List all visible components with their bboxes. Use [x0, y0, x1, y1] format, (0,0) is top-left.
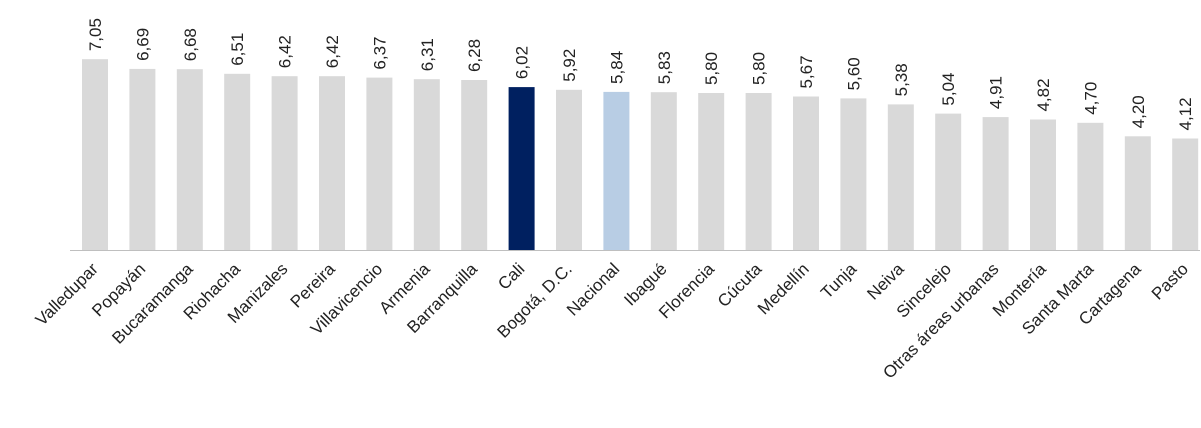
category-label-cali: Cali [494, 259, 528, 293]
category-label-tunja: Tunja [817, 259, 860, 302]
value-label-bucaramanga: 6,68 [181, 28, 200, 61]
value-label-tunja: 5,60 [844, 57, 863, 90]
bar-nacional [603, 91, 630, 251]
value-label-medellin: 5,67 [797, 55, 816, 88]
value-label-riohacha: 6,51 [228, 33, 247, 66]
category-label-medellin: Medellín [754, 259, 813, 318]
category-label-nacional: Nacional [563, 259, 623, 319]
bar-riohacha [224, 73, 251, 250]
value-label-cali: 6,02 [513, 46, 532, 79]
bar-villavicencio [366, 77, 393, 250]
value-label-pasto: 4,12 [1176, 97, 1195, 130]
value-label-barranquilla: 6,28 [465, 39, 484, 72]
category-label-neiva: Neiva [863, 259, 908, 304]
bar-tunja [840, 98, 867, 251]
bar-medellin [793, 96, 819, 250]
value-label-nacional: 5,84 [607, 51, 626, 84]
bar-manizales [271, 76, 298, 250]
value-label-florencia: 5,80 [702, 52, 721, 85]
bar-otras-areas-urbanas [982, 117, 1009, 250]
bar-armenia [413, 79, 440, 250]
bar-sincelejo [935, 113, 962, 250]
value-label-valledupar: 7,05 [86, 18, 105, 51]
bar-valledupar [82, 59, 108, 251]
value-label-bogota-d-c: 5,92 [560, 49, 579, 82]
value-label-monteria: 4,82 [1034, 78, 1053, 111]
bar-bucaramanga [176, 69, 203, 250]
bar-pasto [1172, 138, 1199, 250]
bar-neiva [887, 104, 914, 251]
value-labels-group: 7,05 6,69 6,68 6,51 6,42 6,42 6,37 6,31 6,28 6,02… [86, 18, 1195, 130]
value-label-santa-marta: 4,70 [1081, 82, 1100, 115]
value-label-cucuta: 5,80 [750, 52, 769, 85]
category-label-valledupar: Valledupar [32, 259, 102, 329]
category-label-pasto: Pasto [1148, 259, 1192, 303]
bar-barranquilla [461, 80, 488, 250]
bar-ibague [650, 92, 677, 250]
value-label-ibague: 5,83 [655, 51, 674, 84]
bar-cali [508, 87, 535, 250]
value-label-manizales: 6,42 [276, 35, 295, 68]
value-label-popayan: 6,69 [133, 28, 152, 61]
bars-group [82, 59, 1199, 251]
bar-cartagena [1124, 136, 1151, 250]
bar-santa-marta [1077, 122, 1104, 250]
value-label-cartagena: 4,20 [1129, 95, 1148, 128]
value-label-neiva: 5,38 [892, 63, 911, 96]
bar-florencia [698, 93, 725, 250]
bar-pereira [319, 76, 345, 250]
value-label-sincelejo: 5,04 [939, 72, 958, 105]
value-label-armenia: 6,31 [418, 38, 437, 71]
value-label-otras-areas-urbanas: 4,91 [987, 76, 1006, 109]
bar-bogota-d-c [556, 89, 582, 250]
bar-cucuta [745, 93, 772, 250]
bar-monteria [1030, 119, 1056, 250]
value-label-villavicencio: 6,37 [370, 36, 389, 69]
bar-popayan [129, 68, 156, 251]
category-labels-group: ValleduparPopayánBucaramangaRiohachaMani… [32, 259, 1192, 382]
value-label-pereira: 6,42 [323, 35, 342, 68]
